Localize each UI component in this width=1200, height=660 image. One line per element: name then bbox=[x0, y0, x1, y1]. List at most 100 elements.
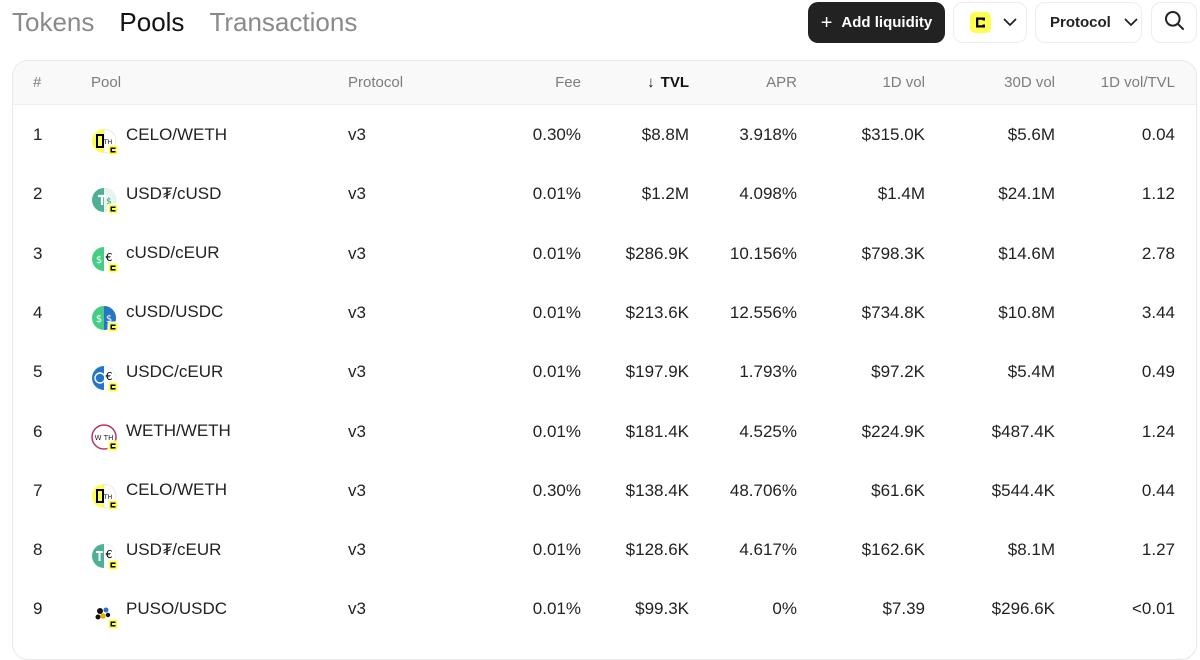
chain-selector[interactable] bbox=[953, 2, 1027, 43]
column-header-30d-vol[interactable]: 30D vol bbox=[1004, 74, 1055, 91]
pool-name-label: WETH/WETH bbox=[126, 421, 231, 440]
pool-rank: 1 bbox=[33, 125, 43, 144]
table-row[interactable]: 3 $ € cUSD/cEUR v3 0.01% $286.9K 10.156% $798.3K… bbox=[13, 224, 1196, 283]
pool-vol-tvl: 2.78 bbox=[1141, 243, 1175, 263]
svg-text:€: € bbox=[106, 370, 113, 383]
pool-fee: 0.01% bbox=[532, 599, 581, 619]
pool-rank: 9 bbox=[33, 599, 43, 619]
pool-fee: 0.01% bbox=[532, 184, 581, 204]
pool-fee: 0.01% bbox=[532, 302, 581, 322]
pool-vol-tvl: 0.44 bbox=[1141, 480, 1175, 500]
column-header-protocol: Protocol bbox=[348, 74, 404, 91]
pool-name-label: USDC/cEUR bbox=[126, 361, 224, 381]
table-header: # Pool Protocol Fee ↓ TVL APR 1D vol 30D … bbox=[13, 61, 1196, 105]
plus-icon: + bbox=[820, 11, 833, 34]
pool-tvl: $197.9K bbox=[625, 362, 689, 382]
pool-fee: 0.01% bbox=[532, 540, 581, 560]
column-header-fee[interactable]: Fee bbox=[555, 74, 581, 91]
pool-vol-tvl: 0.04 bbox=[1141, 125, 1175, 144]
table-row[interactable]: 4 $ $ cUSD/USDC v3 0.01% $213.6K 12.556% $734.8K… bbox=[13, 283, 1196, 342]
pool-apr: 12.556% bbox=[729, 302, 797, 322]
tab-pools[interactable]: Pools bbox=[119, 7, 185, 37]
pool-rank: 5 bbox=[33, 362, 43, 382]
usdt-ceur-pair-icon: € bbox=[91, 536, 119, 571]
table-row[interactable]: 1 TH CELO/WETH v3 0.30% $8.8M 3.918% $315.0K $5.… bbox=[13, 105, 1196, 164]
pool-name: € USD₮/cEUR bbox=[91, 520, 331, 579]
column-header-tvl[interactable]: ↓ TVL bbox=[593, 61, 689, 105]
pool-vol-tvl: <0.01 bbox=[1131, 599, 1175, 619]
pool-vol-tvl: 1.12 bbox=[1141, 184, 1175, 204]
svg-text:€: € bbox=[106, 251, 113, 264]
pool-30d-vol: $10.8M bbox=[998, 302, 1055, 322]
pool-name: W TH WETH/WETH bbox=[91, 402, 331, 461]
pool-protocol: v3 bbox=[348, 480, 366, 500]
pool-1d-vol: $798.3K bbox=[861, 243, 925, 263]
pool-1d-vol: $315.0K bbox=[861, 125, 925, 144]
search-icon bbox=[1164, 10, 1185, 36]
svg-text:TH: TH bbox=[103, 139, 112, 146]
tab-transactions[interactable]: Transactions bbox=[209, 7, 358, 37]
pool-tvl: $99.3K bbox=[635, 599, 689, 619]
svg-text:$: $ bbox=[106, 314, 112, 325]
pool-name-label: cUSD/USDC bbox=[126, 302, 224, 322]
pool-1d-vol: $7.39 bbox=[882, 599, 925, 619]
celo-weth-pair-icon: TH bbox=[91, 476, 119, 511]
pool-rank: 4 bbox=[33, 302, 43, 322]
tab-tokens[interactable]: Tokens bbox=[12, 7, 95, 37]
pool-1d-vol: $61.6K bbox=[871, 480, 925, 500]
usdc-ceur-pair-icon: € bbox=[91, 358, 119, 393]
pool-tvl: $213.6K bbox=[625, 302, 689, 322]
pool-name-label: USD₮/cEUR bbox=[126, 539, 222, 559]
pool-name-label: USD₮/cUSD bbox=[126, 183, 222, 203]
pool-name-label: CELO/WETH bbox=[126, 124, 228, 144]
column-header-vol-tvl[interactable]: 1D vol/TVL bbox=[1100, 74, 1175, 91]
pool-30d-vol: $14.6M bbox=[998, 243, 1055, 263]
svg-text:TH: TH bbox=[103, 494, 112, 501]
pool-fee: 0.01% bbox=[532, 243, 581, 263]
pool-protocol: v3 bbox=[348, 421, 366, 441]
sort-arrow-down-icon: ↓ bbox=[647, 74, 655, 91]
pool-name: $ € cUSD/cEUR bbox=[91, 224, 331, 283]
pool-tvl: $181.4K bbox=[625, 421, 689, 441]
pool-apr: 3.918% bbox=[739, 125, 797, 144]
pool-name-label: PUSO/USDC bbox=[126, 598, 228, 618]
cusd-usdc-pair-icon: $ $ bbox=[91, 298, 119, 333]
pool-name: TH CELO/WETH bbox=[91, 461, 331, 520]
search-button[interactable] bbox=[1151, 2, 1197, 43]
pool-protocol: v3 bbox=[348, 243, 366, 263]
pool-fee: 0.01% bbox=[532, 421, 581, 441]
protocol-filter-label: Protocol bbox=[1050, 14, 1111, 31]
pool-rank: 7 bbox=[33, 480, 43, 500]
column-header-tvl-label: TVL bbox=[660, 74, 689, 91]
pool-1d-vol: $162.6K bbox=[861, 540, 925, 560]
puso-usdc-pair-icon bbox=[91, 595, 119, 630]
pool-1d-vol: $97.2K bbox=[871, 362, 925, 382]
pool-apr: 48.706% bbox=[729, 480, 797, 500]
pool-1d-vol: $1.4M bbox=[877, 184, 925, 204]
pool-30d-vol: $487.4K bbox=[991, 421, 1055, 441]
pool-protocol: v3 bbox=[348, 540, 366, 560]
table-row[interactable]: 8 € USD₮/cEUR v3 0.01% $128.6K 4.617% $162.6K $8… bbox=[13, 520, 1196, 579]
add-liquidity-button[interactable]: + Add liquidity bbox=[808, 2, 945, 43]
add-liquidity-label: Add liquidity bbox=[841, 14, 933, 31]
column-header-apr[interactable]: APR bbox=[766, 74, 797, 91]
pool-30d-vol: $8.1M bbox=[1007, 540, 1055, 560]
table-row[interactable]: 6 W TH WETH/WETH v3 0.01% $181.4K 4.525% $224.9… bbox=[13, 402, 1196, 461]
table-row[interactable]: 9 PUSO/USDC v3 0.01% $99.3K 0% $7.39 $296.6K <0.… bbox=[13, 579, 1196, 638]
pool-tvl: $8.8M bbox=[641, 125, 689, 144]
pool-apr: 4.098% bbox=[739, 184, 797, 204]
pool-apr: 10.156% bbox=[729, 243, 797, 263]
pool-apr: 4.525% bbox=[739, 421, 797, 441]
pool-1d-vol: $224.9K bbox=[861, 421, 925, 441]
svg-text:€: € bbox=[106, 548, 113, 561]
table-row[interactable]: 5 € USDC/cEUR v3 0.01% $197.9K 1.793% $97.2K $5.… bbox=[13, 342, 1196, 401]
pool-tvl: $138.4K bbox=[625, 480, 689, 500]
table-row[interactable]: 2 $ USD₮/cUSD v3 0.01% $1.2M 4.098% $1.4M $24.1M… bbox=[13, 164, 1196, 223]
pool-name: € USDC/cEUR bbox=[91, 342, 331, 401]
column-header-1d-vol[interactable]: 1D vol bbox=[882, 74, 925, 91]
celo-chain-icon bbox=[970, 12, 991, 33]
protocol-filter[interactable]: Protocol bbox=[1035, 2, 1142, 43]
svg-text:$: $ bbox=[96, 314, 102, 325]
pool-protocol: v3 bbox=[348, 184, 366, 204]
table-row[interactable]: 7 TH CELO/WETH v3 0.30% $138.4K 48.706% $61.6K $… bbox=[13, 461, 1196, 520]
